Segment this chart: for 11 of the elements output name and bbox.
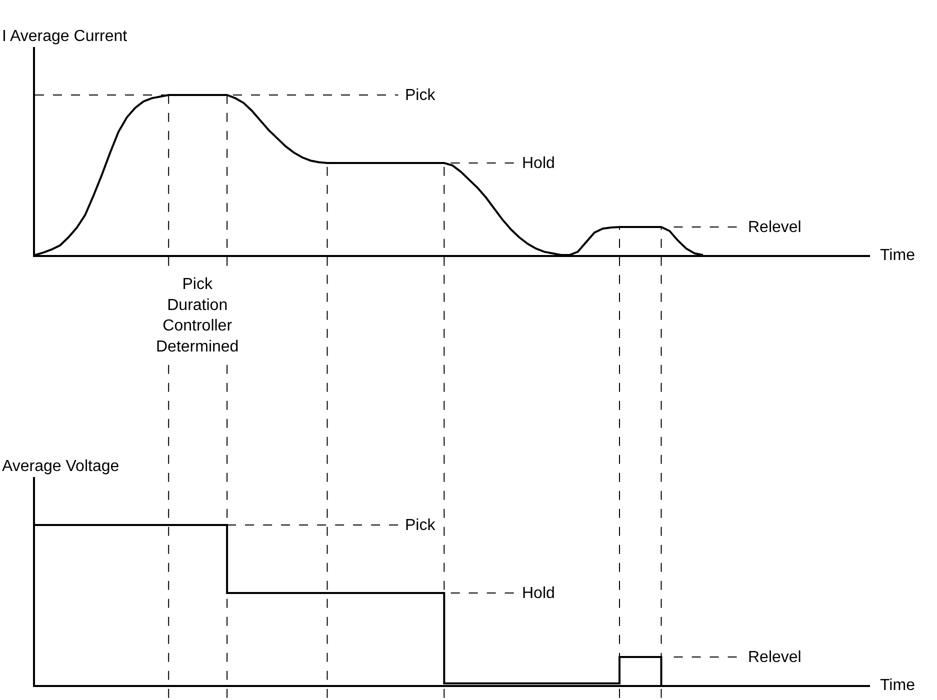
ref-line-label: Pick [405,517,436,534]
x-axis-title: Time [880,677,916,694]
ref-line-label: Relevel [748,219,802,236]
ref-line-label: Hold [522,155,555,172]
x-axis-title: Time [880,247,916,264]
text: Pick Duration Controller Determined [156,276,239,356]
y-axis-title: Average Voltage [2,458,120,475]
ref-line-label: Relevel [748,649,802,666]
y-axis-title: I Average Current [2,28,128,45]
ref-line-label: Hold [522,585,555,602]
ref-line-label: Pick [405,87,436,104]
